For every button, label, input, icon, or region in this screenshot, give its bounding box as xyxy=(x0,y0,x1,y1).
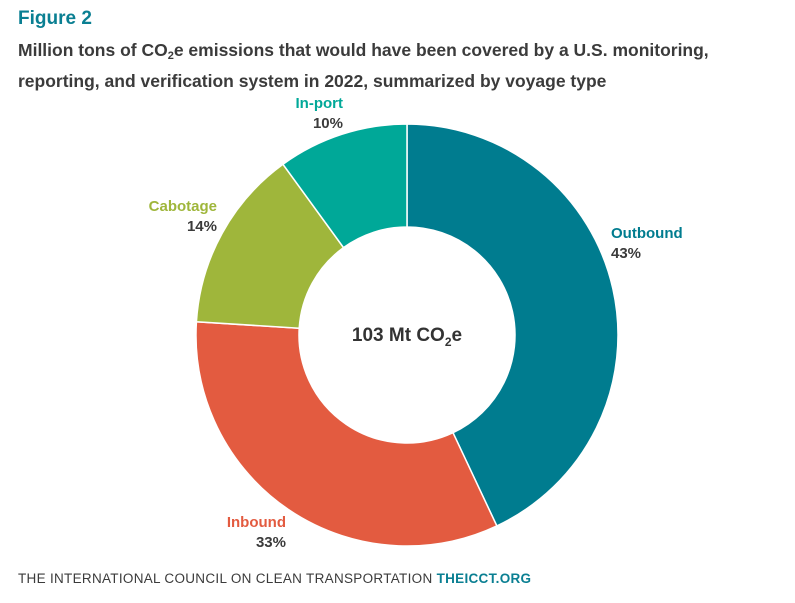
labels-group: Outbound 43% Inbound 33% Cabotage 14% In-port 1… xyxy=(149,95,683,551)
footer-org: THE INTERNATIONAL COUNCIL ON CLEAN TRANS… xyxy=(18,571,433,586)
slice-label-in-port: In-port xyxy=(296,95,343,112)
slice-pct-in-port: 10% xyxy=(313,115,343,132)
chart-title: Million tons of CO2e emissions that woul… xyxy=(18,40,709,91)
slice-pct-inbound: 33% xyxy=(256,534,286,551)
figure-label: Figure 2 xyxy=(18,8,92,29)
slice-label-cabotage: Cabotage xyxy=(149,198,217,215)
slice-inbound xyxy=(195,320,498,547)
slice-pct-outbound: 43% xyxy=(611,245,641,262)
slice-label-inbound: Inbound xyxy=(227,514,286,531)
slice-label-outbound: Outbound xyxy=(611,225,683,242)
slice-in-port xyxy=(281,123,408,249)
footer-site-link[interactable]: THEICCT.ORG xyxy=(436,571,532,586)
slice-cabotage xyxy=(195,163,345,330)
slice-pct-cabotage: 14% xyxy=(187,218,217,235)
center-total-label: 103 Mt CO2e xyxy=(352,325,462,349)
slice-outbound xyxy=(406,123,619,527)
footer: THE INTERNATIONAL COUNCIL ON CLEAN TRANS… xyxy=(18,571,531,586)
slices-group xyxy=(195,123,619,547)
